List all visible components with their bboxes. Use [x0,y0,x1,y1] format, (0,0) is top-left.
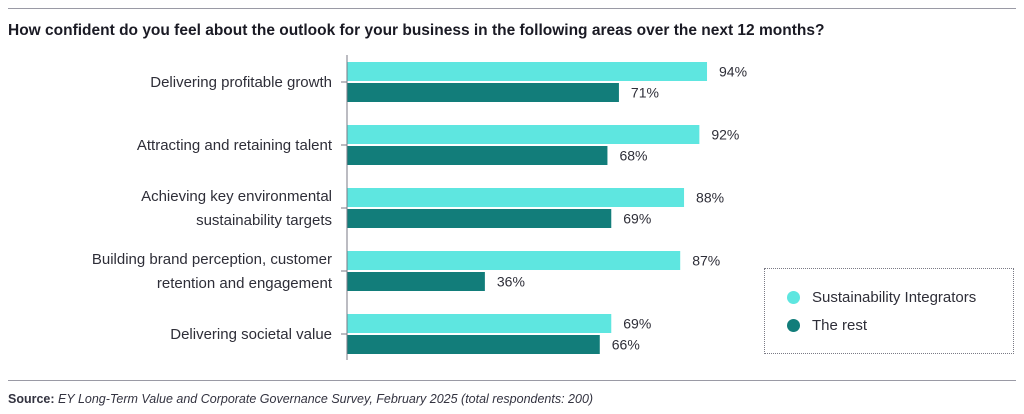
bar-rest [347,272,485,291]
bottom-rule [8,380,1016,381]
data-label-rest: 36% [497,274,525,290]
data-label-integrators: 87% [692,253,720,269]
data-label-rest: 66% [612,337,640,353]
category-label: Delivering profitable growth [150,74,332,91]
legend: Sustainability Integrators The rest [764,268,1014,354]
top-rule [8,8,1016,9]
legend-label-rest: The rest [812,317,868,334]
legend-swatch-rest [787,319,800,332]
data-label-rest: 71% [631,85,659,101]
data-label-integrators: 94% [719,64,747,80]
legend-label-integrators: Sustainability Integrators [812,289,977,306]
bar-rest [347,83,619,102]
bar-rest [347,146,608,165]
bar-integrators [347,125,700,144]
bar-integrators [347,188,685,207]
bar-integrators [347,314,612,333]
category-label: Building brand perception, customer [92,251,332,268]
legend-item-rest: The rest [787,317,867,334]
data-label-rest: 68% [619,148,647,164]
bar-integrators [347,62,708,81]
category-label: Achieving key environmental [141,188,332,205]
chart-title: How confident do you feel about the outl… [8,22,825,39]
data-label-integrators: 92% [711,127,739,143]
bar-rest [347,209,612,228]
data-label-integrators: 88% [696,190,724,206]
source-text: EY Long-Term Value and Corporate Governa… [58,392,594,406]
bar-rest [347,335,600,354]
category-label: Delivering societal value [170,326,332,343]
category-label: sustainability targets [196,212,332,229]
legend-swatch-integrators [787,291,800,304]
data-label-integrators: 69% [623,316,651,332]
data-label-rest: 69% [623,211,651,227]
category-label: retention and engagement [157,275,333,292]
source-note: Source: EY Long-Term Value and Corporate… [8,392,593,406]
category-label: Attracting and retaining talent [137,137,333,154]
source-label: Source: [8,392,55,406]
bar-integrators [347,251,681,270]
legend-item-integrators: Sustainability Integrators [787,289,976,306]
